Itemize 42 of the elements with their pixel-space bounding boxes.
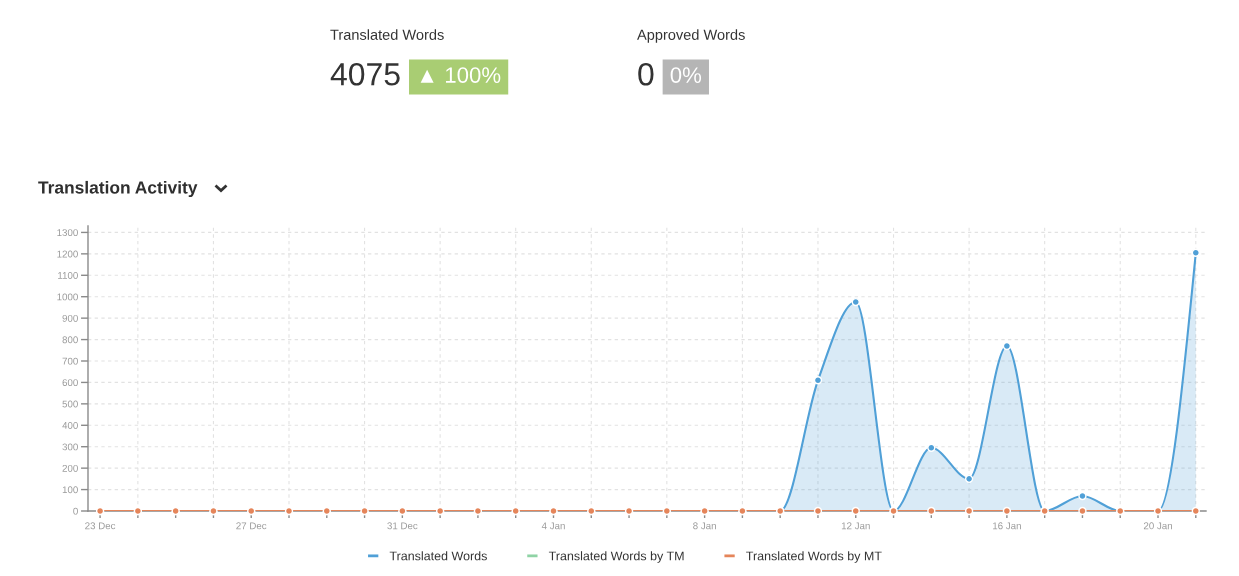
x-tick-label: 27 Dec bbox=[236, 522, 267, 530]
y-tick-label: 600 bbox=[62, 379, 78, 387]
point bbox=[1002, 506, 1012, 516]
point bbox=[1191, 506, 1200, 516]
text: 0 bbox=[638, 62, 654, 86]
y-tick-label: 0 bbox=[73, 507, 78, 515]
x-tick-label: 23 Dec bbox=[85, 522, 116, 530]
text: Translated Words bbox=[330, 29, 444, 40]
text: 4075 bbox=[330, 62, 400, 86]
y-tick-label: 1300 bbox=[57, 229, 78, 237]
y-tick-label: 1200 bbox=[57, 250, 78, 258]
point bbox=[1078, 506, 1087, 516]
y-tick-label: 900 bbox=[62, 314, 78, 322]
legend-label: Translated Words bbox=[389, 551, 487, 561]
text: ▲ 100% bbox=[420, 67, 501, 83]
point bbox=[813, 506, 823, 516]
text: Approved Words bbox=[637, 29, 745, 43]
y-tick-label: 500 bbox=[62, 400, 78, 408]
y-tick-label: 1100 bbox=[58, 272, 78, 279]
point bbox=[1191, 248, 1200, 257]
point bbox=[964, 506, 974, 516]
x-tick-label: 8 Jan bbox=[693, 522, 716, 530]
y-tick-label: 800 bbox=[62, 336, 78, 344]
point bbox=[964, 474, 974, 484]
x-tick-label: 16 Jan bbox=[993, 522, 1021, 530]
text: 0% bbox=[670, 67, 702, 83]
y-tick-label: 400 bbox=[62, 422, 78, 429]
x-tick-label: 4 Jan bbox=[541, 522, 565, 530]
legend-label: Translated Words by TM bbox=[548, 551, 684, 563]
y-tick-label: 1000 bbox=[57, 293, 78, 301]
y-tick-label: 300 bbox=[62, 443, 78, 451]
x-tick-label: 31 Dec bbox=[387, 522, 418, 530]
y-tick-label: 700 bbox=[62, 357, 78, 365]
y-tick-label: 200 bbox=[62, 464, 78, 472]
x-tick-label: 20 Jan bbox=[1143, 522, 1172, 530]
y-tick-label: 100 bbox=[62, 486, 78, 494]
legend-label: Translated Words by MT bbox=[746, 551, 882, 563]
point bbox=[851, 506, 860, 516]
point bbox=[927, 506, 936, 516]
x-tick-label: 12 Jan bbox=[841, 522, 870, 530]
point bbox=[851, 297, 860, 307]
chart-title: Translation Activity bbox=[38, 180, 198, 198]
